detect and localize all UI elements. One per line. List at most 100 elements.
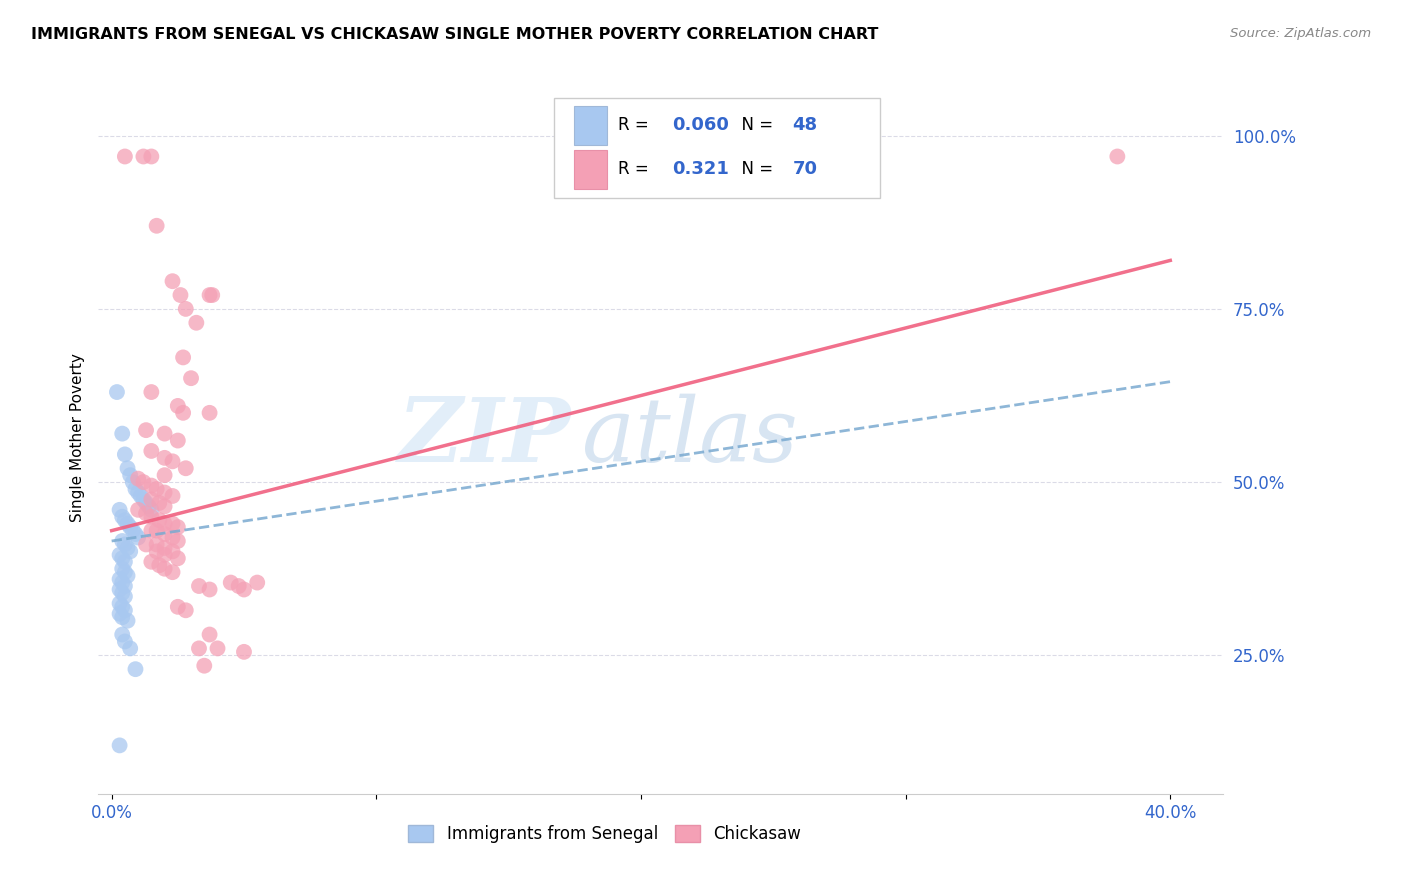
Point [105, 385, 128, 400]
Point [145, 544, 167, 558]
Point [120, 520, 142, 534]
Point [108, 607, 131, 621]
Point [124, 482, 146, 496]
Point [166, 399, 188, 413]
Point [180, 371, 202, 385]
Point [117, 614, 139, 628]
Point [188, 579, 211, 593]
Text: N =: N = [731, 161, 778, 178]
Point [111, 575, 134, 590]
Point [162, 531, 184, 545]
Point [233, 582, 256, 597]
Point [132, 492, 155, 507]
Point [135, 537, 157, 551]
Point [172, 351, 194, 365]
Text: 48: 48 [793, 116, 817, 134]
Point [141, 492, 163, 507]
Point [153, 426, 176, 441]
Point [108, 548, 131, 562]
Point [153, 541, 176, 555]
Point [124, 527, 146, 541]
Point [145, 524, 167, 538]
Point [141, 149, 163, 163]
Point [111, 610, 134, 624]
Point [127, 472, 149, 486]
Point [246, 575, 269, 590]
Point [111, 627, 134, 641]
Point [111, 509, 134, 524]
Point [207, 641, 229, 656]
Point [120, 468, 142, 483]
Point [162, 489, 184, 503]
Point [117, 541, 139, 555]
Point [166, 534, 188, 549]
Point [132, 149, 155, 163]
Legend: Immigrants from Senegal, Chickasaw: Immigrants from Senegal, Chickasaw [402, 818, 807, 850]
Point [162, 544, 184, 558]
Point [114, 447, 136, 461]
Point [153, 485, 176, 500]
Point [117, 461, 139, 475]
FancyBboxPatch shape [574, 106, 607, 145]
Text: 70: 70 [793, 161, 817, 178]
Text: R =: R = [619, 116, 654, 134]
Point [153, 527, 176, 541]
Point [141, 478, 163, 492]
Point [108, 572, 131, 586]
FancyBboxPatch shape [554, 98, 880, 198]
Point [172, 406, 194, 420]
Point [141, 509, 163, 524]
Point [120, 544, 142, 558]
Point [111, 426, 134, 441]
Point [145, 482, 167, 496]
Point [120, 641, 142, 656]
Point [166, 520, 188, 534]
Point [114, 565, 136, 579]
Point [166, 599, 188, 614]
Point [153, 562, 176, 576]
Point [114, 555, 136, 569]
Text: ZIP: ZIP [398, 394, 571, 480]
Text: 0.060: 0.060 [672, 116, 728, 134]
Point [162, 454, 184, 468]
Point [141, 555, 163, 569]
Text: Source: ZipAtlas.com: Source: ZipAtlas.com [1230, 27, 1371, 40]
Text: IMMIGRANTS FROM SENEGAL VS CHICKASAW SINGLE MOTHER POVERTY CORRELATION CHART: IMMIGRANTS FROM SENEGAL VS CHICKASAW SIN… [31, 27, 879, 42]
Point [186, 316, 208, 330]
Point [132, 475, 155, 489]
Point [153, 516, 176, 531]
Point [153, 468, 176, 483]
Point [129, 489, 152, 503]
Point [114, 603, 136, 617]
Point [135, 496, 157, 510]
Point [153, 450, 176, 465]
Point [198, 582, 221, 597]
Point [108, 739, 131, 753]
Point [174, 461, 197, 475]
Point [114, 579, 136, 593]
Text: R =: R = [619, 161, 659, 178]
Point [153, 548, 176, 562]
Text: N =: N = [731, 116, 778, 134]
Point [127, 503, 149, 517]
Point [162, 274, 184, 288]
Point [114, 634, 136, 648]
Point [174, 301, 197, 316]
Point [124, 662, 146, 676]
Point [233, 645, 256, 659]
Point [111, 586, 134, 600]
Point [114, 149, 136, 163]
Point [145, 219, 167, 233]
Point [141, 524, 163, 538]
Point [108, 582, 131, 597]
Point [141, 503, 163, 517]
Point [174, 603, 197, 617]
Point [111, 562, 134, 576]
Point [135, 506, 157, 520]
Point [114, 590, 136, 604]
Point [141, 385, 163, 400]
Point [188, 641, 211, 656]
Point [1107, 149, 1129, 163]
Point [117, 516, 139, 531]
Point [114, 537, 136, 551]
